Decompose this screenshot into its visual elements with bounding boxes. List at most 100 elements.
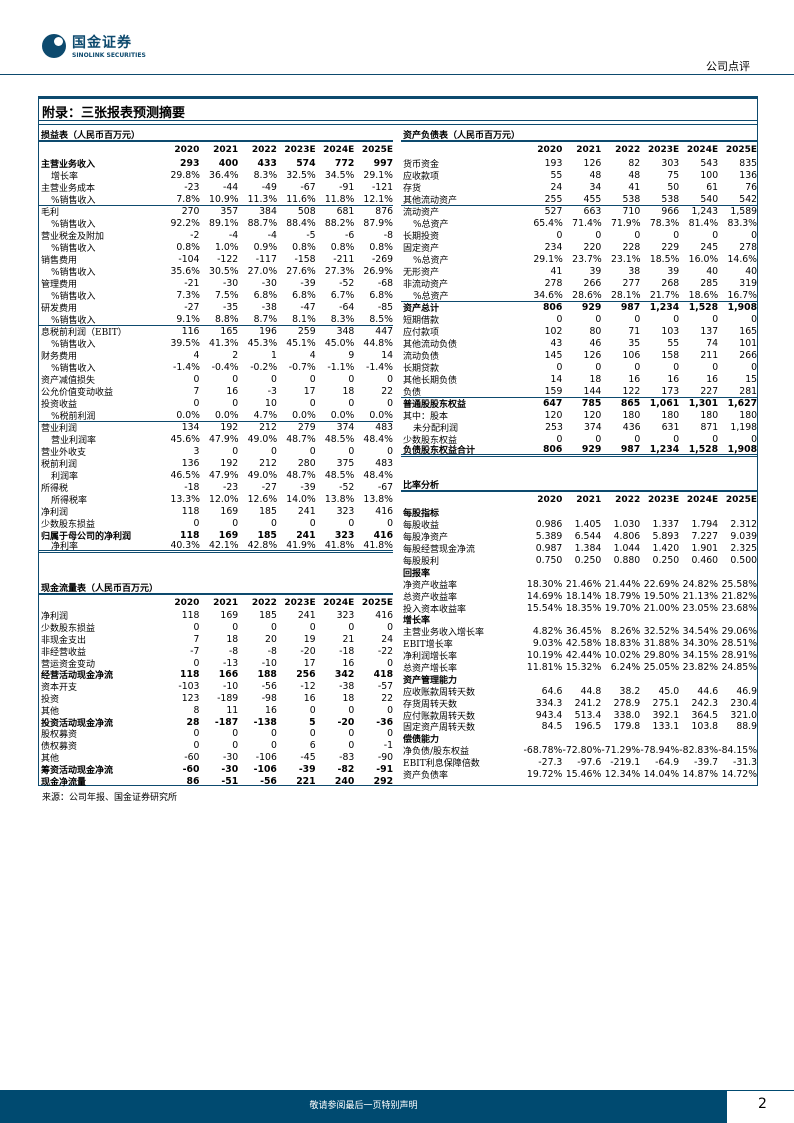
cell-value: 46.5% xyxy=(170,469,200,481)
cell-value: 1,234 xyxy=(649,444,680,455)
row-label: 资产管理能力 xyxy=(403,675,458,686)
cell-value: 12.1% xyxy=(363,193,393,205)
cell-value: 1,243 xyxy=(691,206,719,217)
cell-value: 165 xyxy=(220,326,239,337)
cell-value: 5.893 xyxy=(652,531,680,543)
cell-value: -27.3 xyxy=(538,757,563,769)
cell-value: 447 xyxy=(375,326,394,337)
cell-value: 1.420 xyxy=(652,543,680,555)
cell-value: 196.5 xyxy=(574,721,602,733)
cell-value: -84.15% xyxy=(718,745,758,757)
row-label: 净利润增长率 xyxy=(403,652,458,663)
row-label: 管理费用 xyxy=(41,279,78,290)
cell-value: 987 xyxy=(620,444,641,455)
cell-value: 806 xyxy=(542,302,563,313)
cell-value: 2.325 xyxy=(730,543,758,555)
cell-value: 15.32% xyxy=(565,662,602,674)
cell-value: 220 xyxy=(583,241,602,253)
row-label: %销售收入 xyxy=(51,363,96,374)
cell-value: 0 xyxy=(387,445,394,457)
cell-value: 100 xyxy=(700,169,719,181)
table-row: 资产减值损失 0 0 0 0 0 0 xyxy=(39,373,393,386)
cell-value: 43 xyxy=(550,337,563,349)
cell-value: 0 xyxy=(309,728,316,740)
cell-value: -18 xyxy=(184,481,200,493)
cell-value: 7.227 xyxy=(691,531,719,543)
row-label: 所得税率 xyxy=(51,495,88,506)
cell-value: 24.82% xyxy=(682,578,719,590)
cell-value: 16 xyxy=(628,373,641,385)
row-label: 主营业务成本 xyxy=(41,183,96,194)
cell-value: 27.3% xyxy=(324,265,355,277)
cell-value: -39.7 xyxy=(694,757,719,769)
cell-value: 120 xyxy=(583,409,602,421)
cell-value: 55 xyxy=(550,169,563,181)
year-header: 2024E xyxy=(323,144,355,155)
cell-value: -13 xyxy=(222,657,239,669)
cell-value: -117 xyxy=(255,253,277,265)
table-row: 应付账款周转天数 943.4 513.4 338.0 392.1 364.5 321.0 xyxy=(401,709,758,722)
cell-value: 0.8% xyxy=(330,241,355,253)
section-header: 增长率 xyxy=(401,614,757,626)
cell-value: 772 xyxy=(334,157,355,169)
cell-value: 0 xyxy=(634,433,641,445)
cell-value: 48 xyxy=(589,169,602,181)
cell-value: 48.7% xyxy=(286,469,316,481)
cell-value: 28.6% xyxy=(572,289,602,301)
cell-value: 292 xyxy=(373,775,394,787)
cell-value: 0 xyxy=(751,433,758,445)
cell-value: 126 xyxy=(583,349,602,361)
cell-value: 275.1 xyxy=(652,697,680,709)
row-label: 偿债能力 xyxy=(403,735,440,746)
cell-value: 681 xyxy=(336,206,355,217)
cell-value: 384 xyxy=(259,206,277,217)
cell-value: -47 xyxy=(300,301,316,313)
header-divider xyxy=(0,74,794,75)
cell-value: 0.250 xyxy=(652,555,680,566)
cell-value: 19.50% xyxy=(643,590,680,602)
cell-value: 22.69% xyxy=(643,578,680,590)
cell-value: 0.8% xyxy=(176,241,200,253)
logo-cn: 国金证券 xyxy=(72,35,132,51)
cell-value: 45.0 xyxy=(658,685,680,697)
cell-value: 321.0 xyxy=(730,709,758,721)
cell-value: -83 xyxy=(339,751,355,763)
cell-value: 416 xyxy=(375,610,394,622)
cell-value: 0 xyxy=(193,622,200,634)
table-row: 长期贷款 0 0 0 0 0 0 xyxy=(401,361,757,374)
cell-value: 10.02% xyxy=(604,650,641,662)
row-label: 资产总计 xyxy=(403,304,440,314)
row-label: 总资产收益率 xyxy=(403,592,458,603)
cell-value: 28.91% xyxy=(721,650,758,662)
cell-value: 35 xyxy=(628,337,641,349)
table-row: 利润率 46.5% 47.9% 49.0% 48.7% 48.5% 48.4% xyxy=(39,469,393,482)
cell-value: 6.544 xyxy=(574,531,602,543)
cell-value: 34.6% xyxy=(533,289,563,301)
cell-value: 29.8% xyxy=(170,169,200,181)
cell-value: -30 xyxy=(261,277,277,289)
income-statement: 损益表（人民币百万元） 2020 2021 2022 2023E 2024E 2025E 主营… xyxy=(39,128,393,553)
row-label: %销售收入 xyxy=(51,339,96,350)
row-label: 流动资产 xyxy=(403,208,440,218)
cell-value: 229 xyxy=(661,241,680,253)
cell-value: 39 xyxy=(589,265,602,277)
cell-value: 0 xyxy=(232,373,239,385)
table-row: 营运资金变动 0 -13 -10 17 16 0 xyxy=(39,657,393,670)
cell-value: 241 xyxy=(297,610,316,622)
cell-value: 50 xyxy=(667,181,680,193)
cell-value: 29.1% xyxy=(363,169,393,181)
table-row: 主营业务成本 -23 -44 -49 -67 -91 -121 xyxy=(39,181,393,194)
cell-value: 25.58% xyxy=(721,578,758,590)
row-label: 营业税金及附加 xyxy=(41,231,105,242)
row-label: 应收账款周转天数 xyxy=(403,687,476,698)
cell-value: 15.46% xyxy=(565,769,602,781)
cell-value: 835 xyxy=(739,157,758,169)
cell-value: 41.9% xyxy=(286,540,316,551)
cell-value: 1,234 xyxy=(649,302,680,313)
row-label: 其他流动负债 xyxy=(403,339,458,350)
cell-value: -1.1% xyxy=(327,361,355,373)
cell-value: 0 xyxy=(348,397,355,409)
cell-value: 16 xyxy=(342,657,355,669)
cell-value: 81.4% xyxy=(688,217,719,229)
table-row: %销售收入 0.8% 1.0% 0.9% 0.8% 0.8% 0.8% xyxy=(39,241,393,254)
